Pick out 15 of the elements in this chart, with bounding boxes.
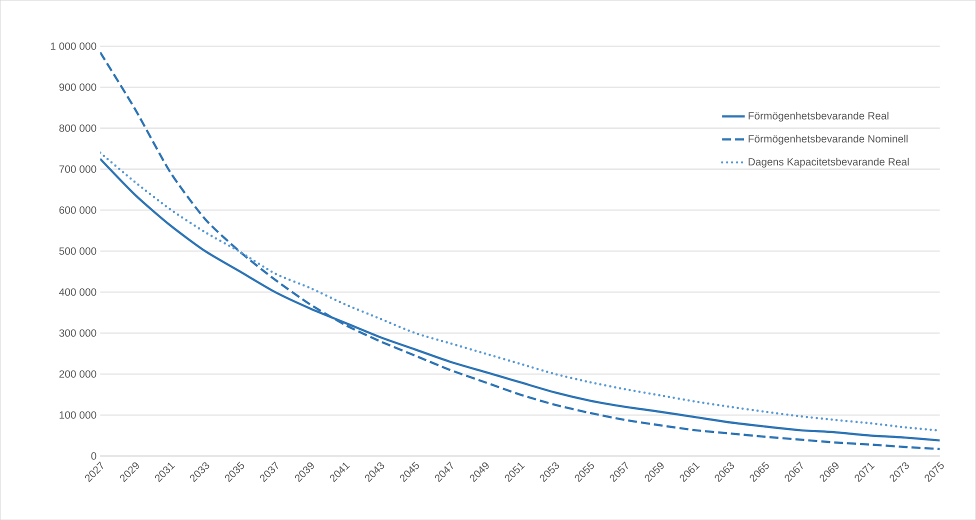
legend-label: Förmögenhetsbevarande Real bbox=[748, 112, 888, 122]
y-tick-label: 0 bbox=[91, 452, 96, 460]
y-tick-label: 800 000 bbox=[59, 124, 96, 132]
y-tick-label: 400 000 bbox=[59, 288, 96, 296]
y-tick-label: 900 000 bbox=[59, 83, 96, 91]
y-tick-label: 300 000 bbox=[59, 329, 96, 337]
y-tick-label: 700 000 bbox=[59, 165, 96, 173]
y-tick-label: 100 000 bbox=[60, 411, 96, 419]
y-tick-label: 1 000 000 bbox=[50, 42, 96, 50]
y-tick-label: 200 000 bbox=[59, 370, 96, 378]
legend-label: Förmögenhetsbevarande Nominell bbox=[748, 134, 908, 145]
y-tick-label: 500 000 bbox=[59, 247, 96, 255]
y-tick-label: 600 000 bbox=[59, 206, 96, 214]
line-series bbox=[100, 51, 940, 450]
legend-label: Dagens Kapacitetsbevarande Real bbox=[748, 158, 909, 168]
